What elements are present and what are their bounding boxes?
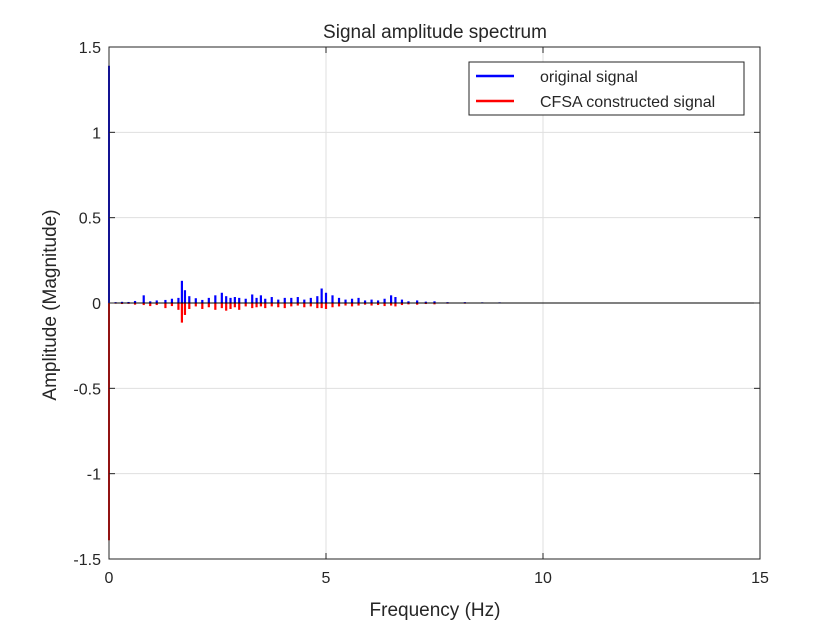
- legend-box: [468, 61, 745, 116]
- x-axis-label: Frequency (Hz): [370, 600, 501, 621]
- chart-title: Signal amplitude spectrum: [323, 22, 547, 43]
- x-tick-label: 5: [322, 570, 331, 587]
- y-tick-label: -1: [87, 467, 101, 484]
- y-tick-label: -1.5: [73, 552, 101, 569]
- x-axis-ticks: 0 5 10 15: [105, 47, 769, 587]
- x-tick-label: 0: [105, 570, 114, 587]
- y-tick-label: 1: [92, 125, 101, 142]
- legend-label-original-signal: original signal: [540, 69, 638, 86]
- y-axis-label: Amplitude (Magnitude): [40, 209, 61, 400]
- x-tick-label: 10: [534, 570, 552, 587]
- y-tick-label: -0.5: [73, 381, 101, 398]
- x-tick-label: 15: [751, 570, 769, 587]
- y-tick-label: 1.5: [79, 40, 101, 57]
- legend-label-cfsa-constructed-signal: CFSA constructed signal: [540, 94, 715, 111]
- y-tick-label: 0: [92, 296, 101, 313]
- y-axis-ticks: -1.5 -1 -0.5 0 0.5 1 1.5: [73, 40, 760, 569]
- y-tick-label: 0.5: [79, 211, 101, 228]
- legend: original signal CFSA constructed signal: [468, 61, 745, 116]
